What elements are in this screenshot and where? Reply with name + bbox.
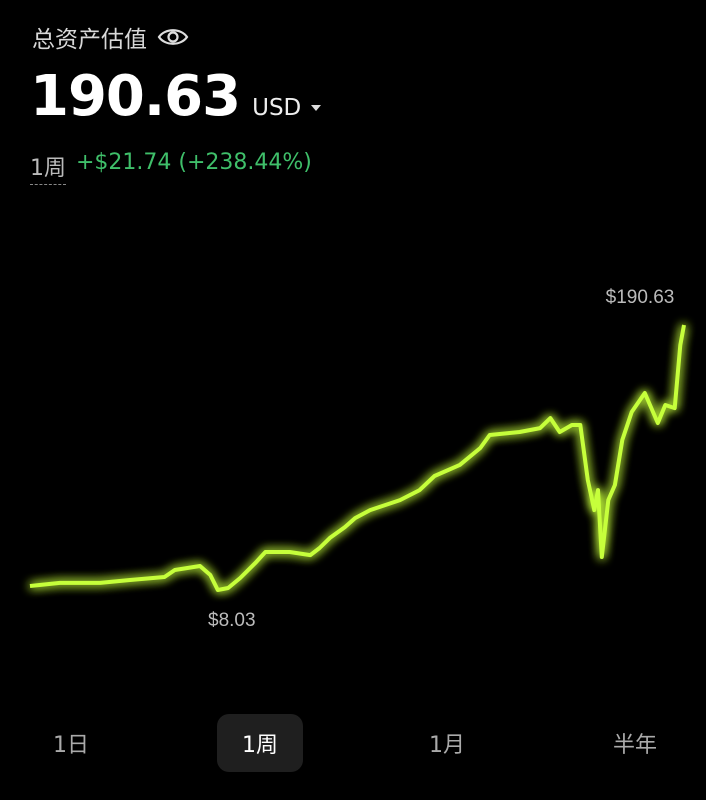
tab-6m[interactable]: 半年 xyxy=(612,733,657,758)
eye-icon[interactable] xyxy=(157,26,189,48)
change-row: 1周 +$21.74 (+238.44%) xyxy=(30,150,312,185)
total-value: 190.63 USD xyxy=(30,64,322,129)
tab-1d[interactable]: 1日 xyxy=(53,733,89,758)
period-label[interactable]: 1周 xyxy=(30,150,66,185)
change-value: +$21.74 (+238.44%) xyxy=(76,150,312,175)
period-tabs: 1日 1周 1月 半年 xyxy=(0,714,706,772)
currency-label: USD xyxy=(252,95,302,121)
min-label: $8.03 xyxy=(208,610,256,631)
tab-1m[interactable]: 1月 xyxy=(429,733,465,758)
max-label: $190.63 xyxy=(606,287,675,308)
chart-line xyxy=(29,324,686,592)
portfolio-chart: $190.63 $8.03 xyxy=(29,287,686,631)
currency-selector[interactable]: USD xyxy=(252,95,322,121)
value-amount: 190.63 xyxy=(30,64,241,129)
total-assets-title: 总资产估值 xyxy=(32,20,189,54)
tab-1w[interactable]: 1周 xyxy=(217,714,303,772)
caret-down-icon xyxy=(311,105,322,111)
title-text: 总资产估值 xyxy=(32,27,147,53)
